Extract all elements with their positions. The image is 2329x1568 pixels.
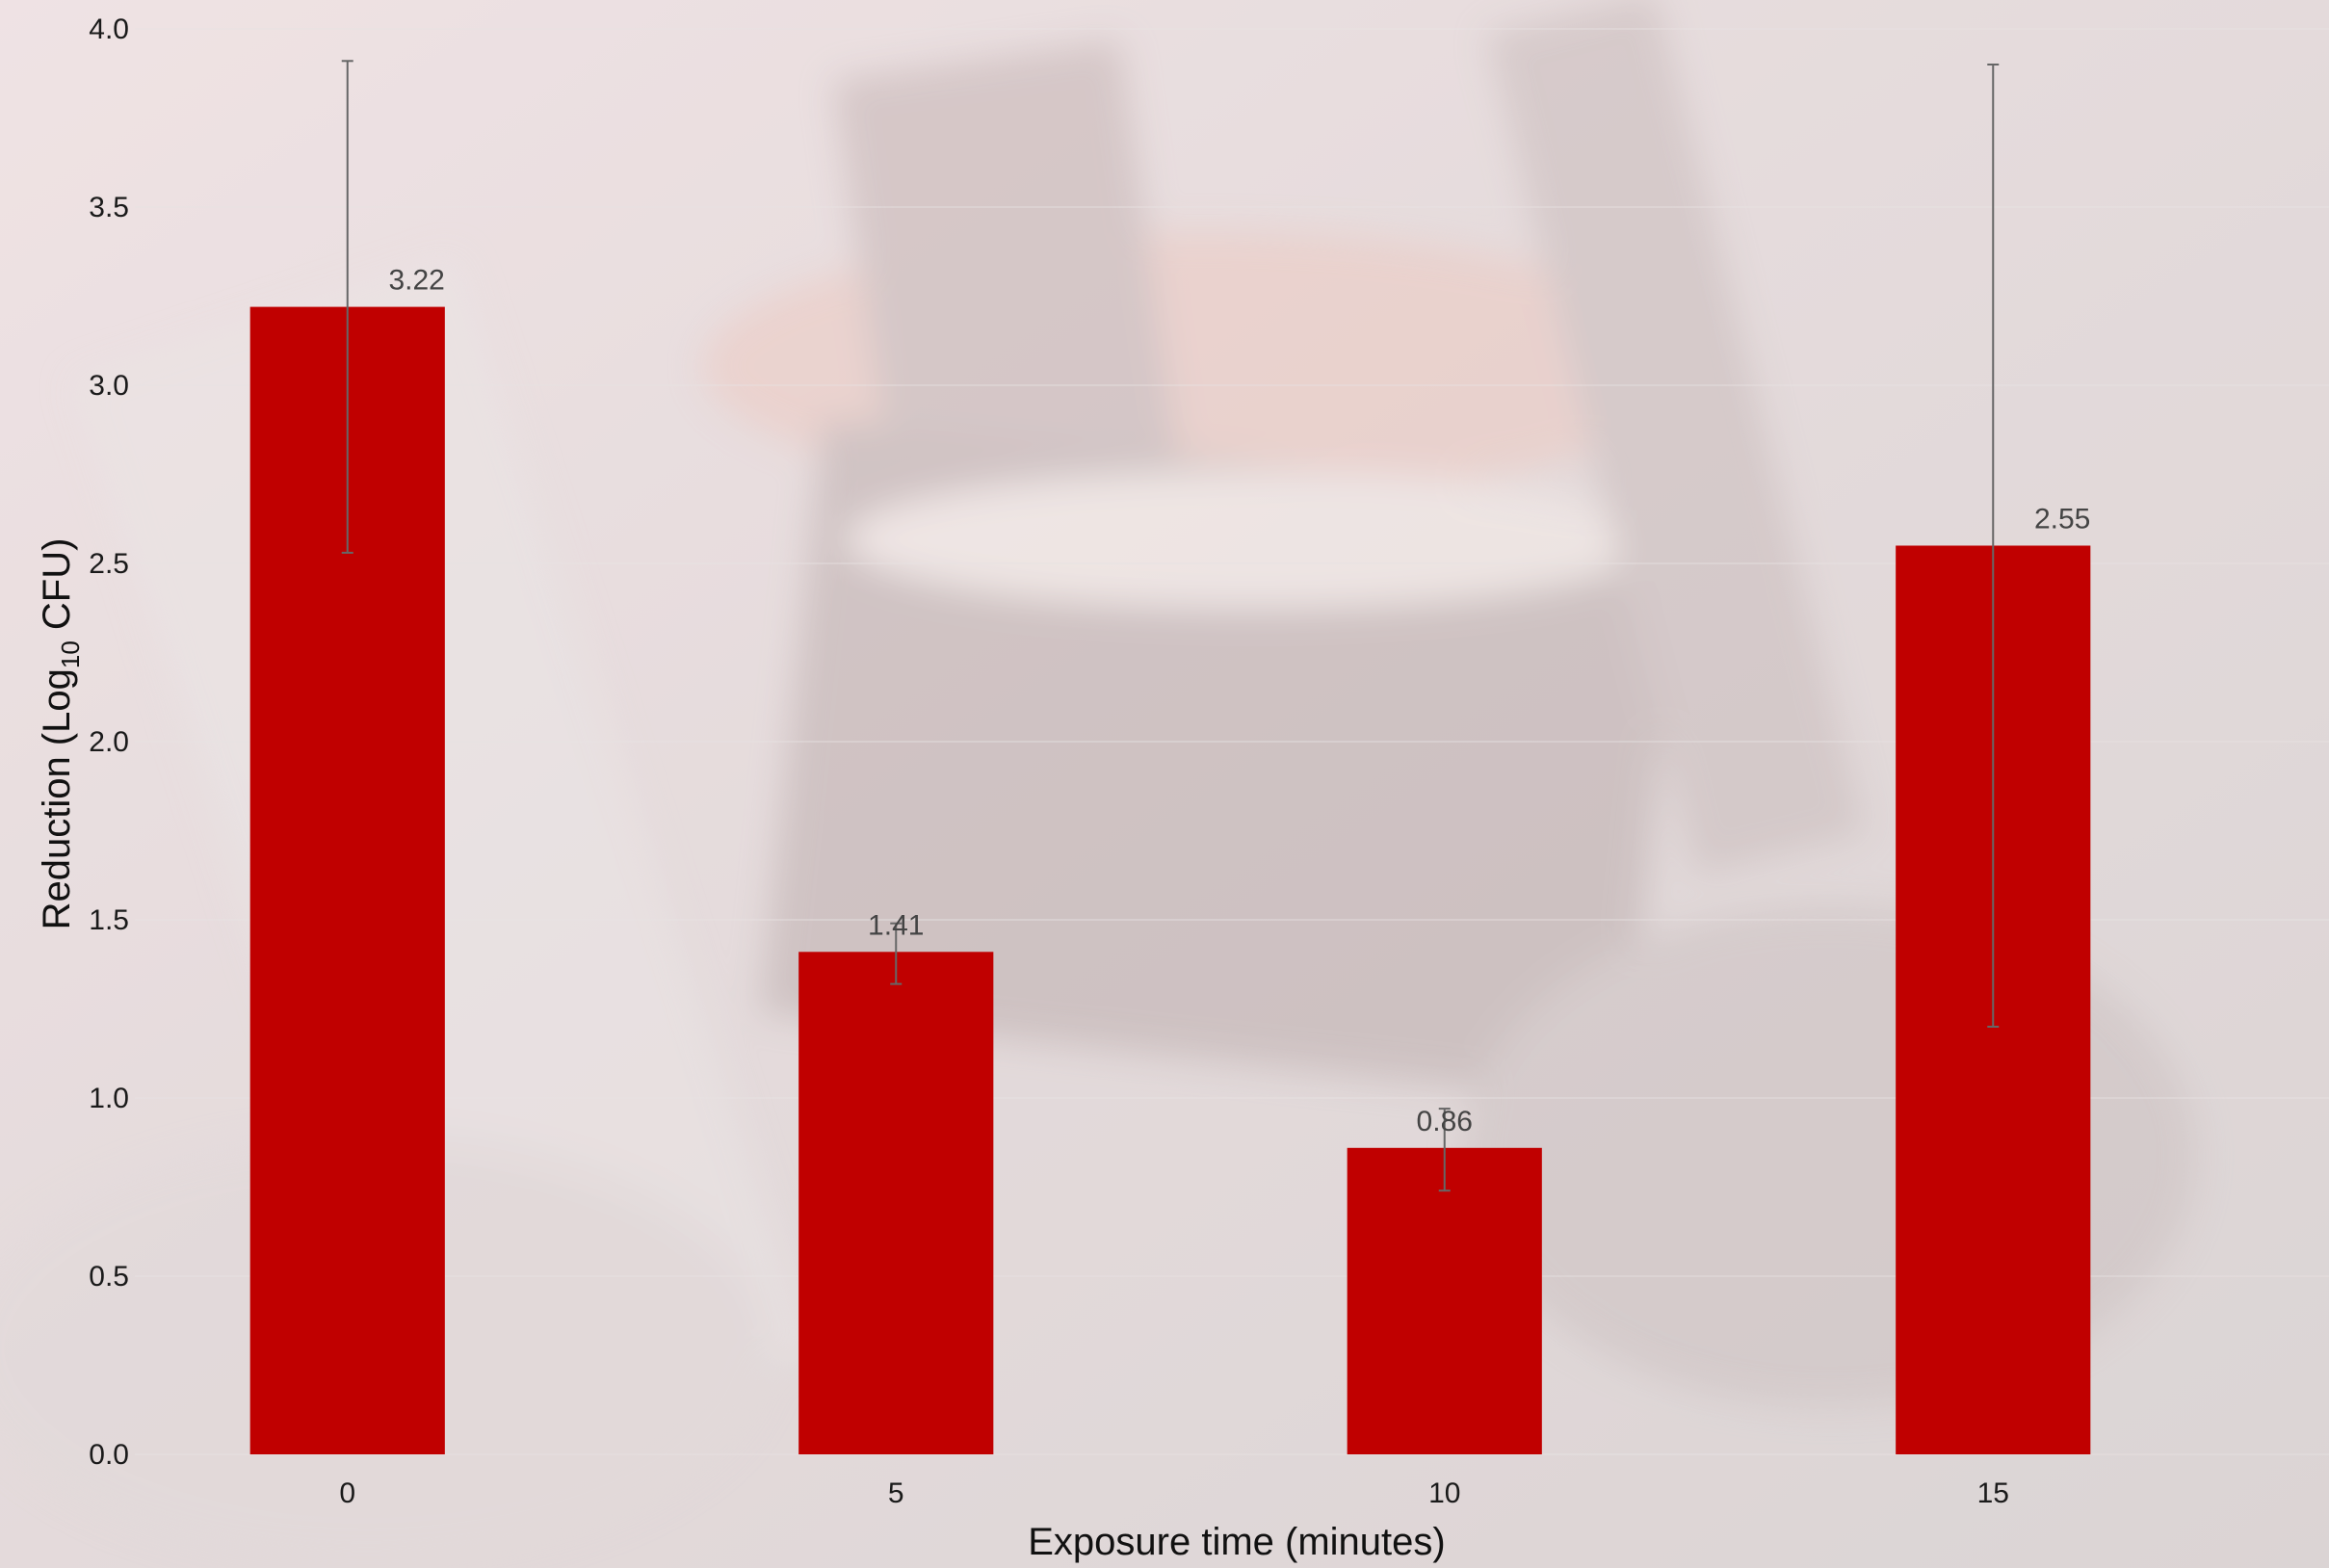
error-bar-0	[341, 60, 353, 554]
y-axis-title-subscript: 10	[56, 640, 85, 668]
x-axis-ticks: 0 5 10 15	[339, 1477, 2009, 1509]
x-tick-label: 15	[1977, 1477, 2009, 1509]
y-tick-label: 2.5	[89, 548, 129, 580]
error-bars	[341, 60, 2000, 1192]
x-tick-label: 5	[888, 1477, 904, 1509]
bars	[249, 306, 2091, 1455]
data-label-10: 0.86	[1417, 1106, 1473, 1137]
y-tick-label: 1.0	[89, 1083, 129, 1114]
x-axis-title: Exposure time (minutes)	[1028, 1521, 1445, 1563]
y-axis-title: Reduction (Log10 CFU)	[36, 538, 85, 930]
y-tick-label: 3.5	[89, 192, 129, 223]
error-bar-10	[1438, 1108, 1451, 1192]
x-tick-label: 0	[339, 1477, 355, 1509]
y-tick-label: 0.5	[89, 1261, 129, 1293]
y-axis-title-prefix: Reduction (Log	[36, 668, 78, 929]
y-tick-label: 4.0	[89, 13, 129, 45]
y-tick-label: 1.5	[89, 904, 129, 936]
bar-10	[1347, 1147, 1542, 1454]
data-label-15: 2.55	[2034, 504, 2090, 536]
y-axis-ticks: 0.0 0.5 1.0 1.5 2.0 2.5 3.0 3.5 4.0	[89, 13, 129, 1471]
error-bar-5	[890, 922, 903, 985]
bar-5	[798, 952, 994, 1454]
y-tick-label: 3.0	[89, 370, 129, 402]
error-bar-15	[1987, 64, 2000, 1028]
x-tick-label: 10	[1428, 1477, 1460, 1509]
y-tick-label: 2.0	[89, 726, 129, 758]
y-tick-label: 0.0	[89, 1439, 129, 1471]
y-axis-title-suffix: CFU)	[36, 538, 78, 641]
data-labels: 3.22 1.41 0.86 2.55	[388, 265, 2090, 1137]
data-label-5: 1.41	[868, 909, 924, 941]
data-label-0: 3.22	[388, 265, 444, 297]
